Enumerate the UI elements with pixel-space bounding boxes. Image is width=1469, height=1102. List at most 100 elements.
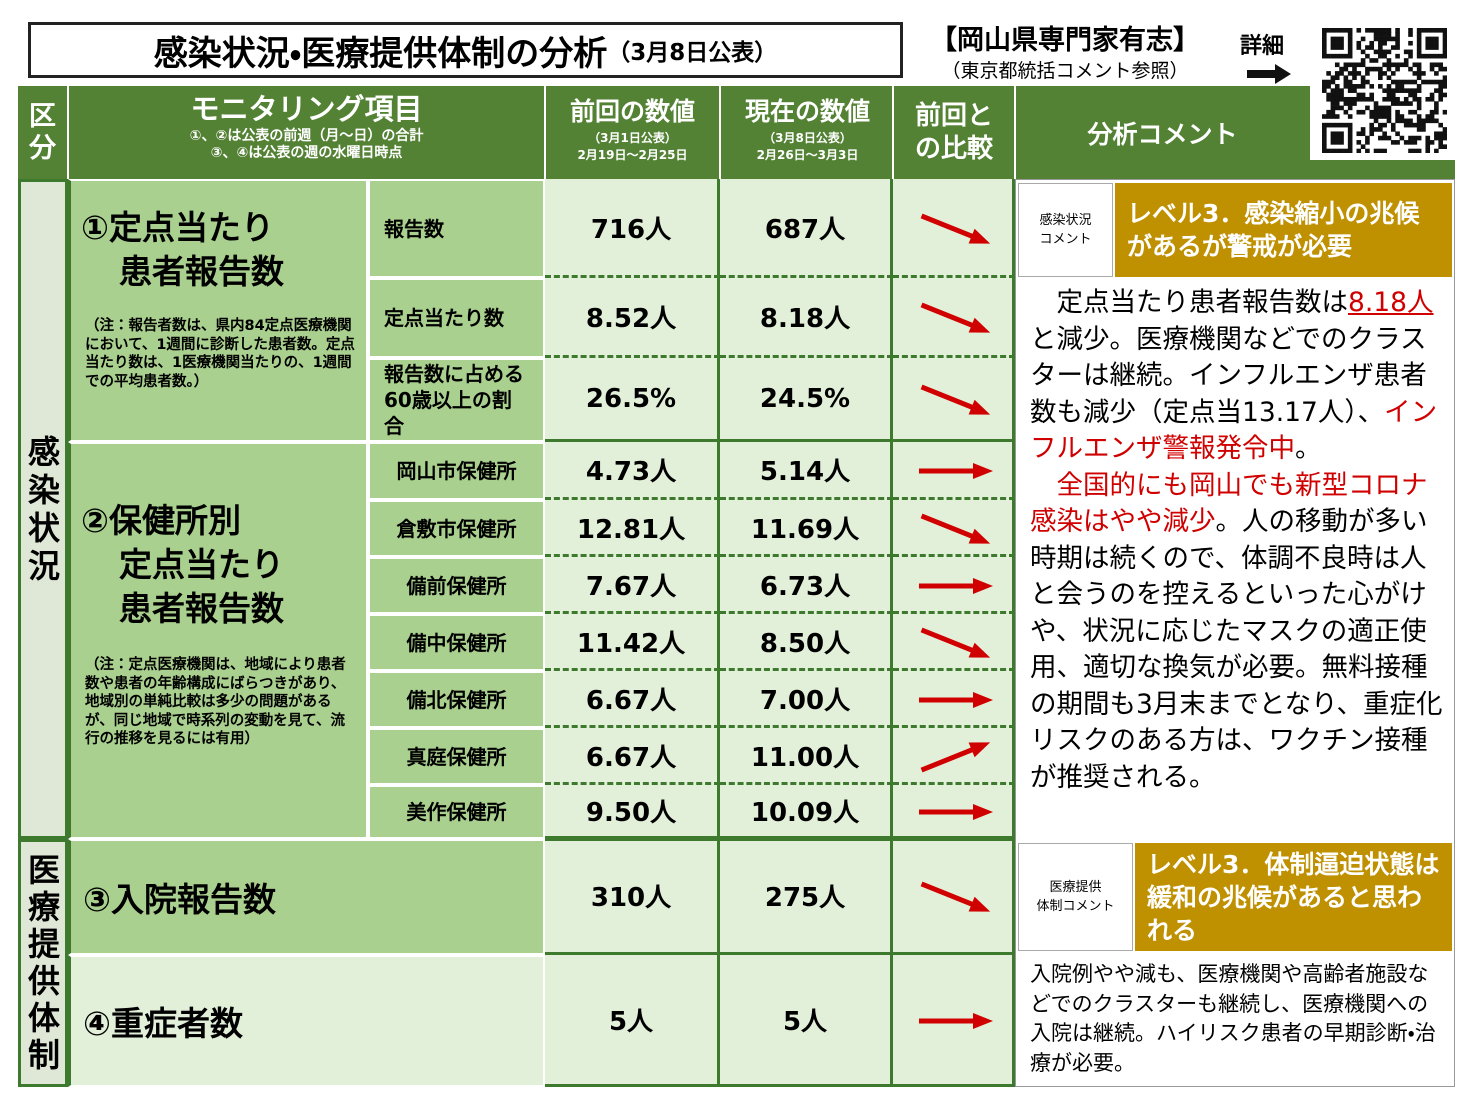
analysis-segment: 。 (1295, 433, 1322, 464)
arrow-group (919, 1013, 993, 1029)
qr-module (1425, 40, 1431, 46)
qr-module (1399, 84, 1405, 89)
qr-module (1378, 32, 1383, 37)
value-cell: 7.00人 (720, 671, 893, 728)
section-divider (545, 837, 1015, 841)
row-name: 定点当たり数 (368, 278, 545, 358)
qr-module (1425, 79, 1431, 85)
qr-module (1360, 62, 1366, 68)
qr-module (1416, 28, 1422, 33)
qr-module (1382, 36, 1387, 42)
qr-module (1330, 109, 1336, 115)
row-name-text: 備北保健所 (406, 687, 507, 712)
header-prev: 前回の数値 （3月1日公表） 2月19日～2月25日 (545, 94, 720, 174)
qr-module (1442, 135, 1447, 141)
qr-module (1386, 66, 1392, 72)
qr-module (1416, 84, 1422, 89)
value-cell: 7.67人 (545, 557, 720, 614)
qr-module (1369, 58, 1375, 63)
qr-module (1369, 114, 1375, 119)
qr-module (1403, 62, 1409, 68)
value-cell: 5人 (545, 955, 720, 1087)
arrow-shaft (920, 302, 977, 329)
qr-module (1429, 96, 1435, 102)
qr-module (1408, 118, 1413, 124)
qr-module (1395, 45, 1400, 50)
arrow-group (919, 691, 993, 708)
source: 【岡山県専門家有志】 (930, 25, 1200, 56)
qr-module (1386, 109, 1392, 115)
header-row (18, 86, 1455, 179)
qr-module (1334, 28, 1340, 33)
row-name: 美作保健所 (368, 785, 545, 839)
header-item-note: ③、④は公表の週の水曜日時点 (210, 145, 403, 161)
header-compare: 前回との比較 (914, 100, 993, 164)
qr-module (1334, 45, 1340, 50)
qr-module (1395, 53, 1400, 59)
row-name: 備北保健所 (368, 671, 545, 728)
arrow-head (973, 1013, 993, 1029)
qr-module (1369, 92, 1375, 98)
comment-label-line: 体制コメント (1036, 899, 1115, 914)
title-date: （3月8日公表） (607, 40, 778, 66)
qr-module (1425, 45, 1431, 50)
qr-module (1330, 105, 1336, 111)
qr-module (1442, 32, 1447, 37)
qr-module (1326, 84, 1331, 89)
qr-module (1343, 101, 1349, 106)
qr-module (1378, 36, 1383, 42)
qr-module (1347, 101, 1353, 106)
group-title: 定点当たり (119, 545, 284, 584)
qr-module (1378, 45, 1383, 50)
row-name: 報告数 (368, 179, 545, 278)
qr-module (1399, 114, 1405, 119)
arrow-shaft (920, 513, 977, 540)
qr-module (1378, 122, 1383, 128)
value-cell: 26.5% (545, 358, 720, 442)
qr-module (1339, 66, 1344, 72)
row-name: 真庭保健所 (368, 728, 545, 785)
header-prev-note: （3月1日公表） (588, 131, 677, 145)
qr-module (1378, 84, 1383, 89)
qr-module (1382, 96, 1387, 102)
qr-module (1352, 71, 1357, 76)
header-cur-title: 現在の数値 (744, 97, 870, 126)
header-item: モニタリング項目 ①、②は公表の前週（月～日）の合計 ③、④は公表の週の水曜日時点 (68, 90, 545, 176)
qr-module (1365, 66, 1370, 72)
trend-arrow (919, 577, 993, 594)
qr-module (1395, 131, 1400, 137)
detail-arrow (1247, 64, 1291, 84)
qr-module (1382, 148, 1387, 153)
value-cell: 11.42人 (545, 614, 720, 671)
qr-module (1334, 114, 1340, 119)
qr-module (1360, 75, 1366, 81)
header-prev-note: 2月19日～2月25日 (577, 148, 688, 162)
qr-module (1438, 66, 1443, 72)
row-name-line: 60歳以上の割合 (384, 388, 512, 438)
qr-module (1326, 122, 1331, 128)
qr-module (1395, 62, 1400, 68)
qr-module (1378, 71, 1383, 76)
qr-module (1408, 28, 1413, 33)
row-name: ③入院報告数 (68, 839, 545, 955)
qr-module (1360, 49, 1366, 55)
qr-module (1356, 45, 1362, 50)
qr-module (1403, 140, 1409, 145)
arrow-group (920, 881, 991, 912)
row-name: 備中保健所 (368, 614, 545, 671)
header-divider (67, 86, 69, 179)
qr-module (1442, 40, 1447, 46)
qr-module (1408, 135, 1413, 141)
qr-module (1403, 101, 1409, 106)
category-cell: 感染状況 (18, 179, 68, 839)
qr-module (1386, 92, 1392, 98)
qr-module (1378, 49, 1383, 55)
qr-module (1378, 40, 1383, 46)
qr-module (1339, 148, 1344, 153)
qr-module (1373, 32, 1379, 37)
arrow-head (973, 691, 993, 708)
qr-module (1434, 101, 1439, 106)
arrow-head (968, 317, 991, 333)
value-cell: 275人 (720, 839, 893, 955)
qr-module (1442, 66, 1447, 72)
